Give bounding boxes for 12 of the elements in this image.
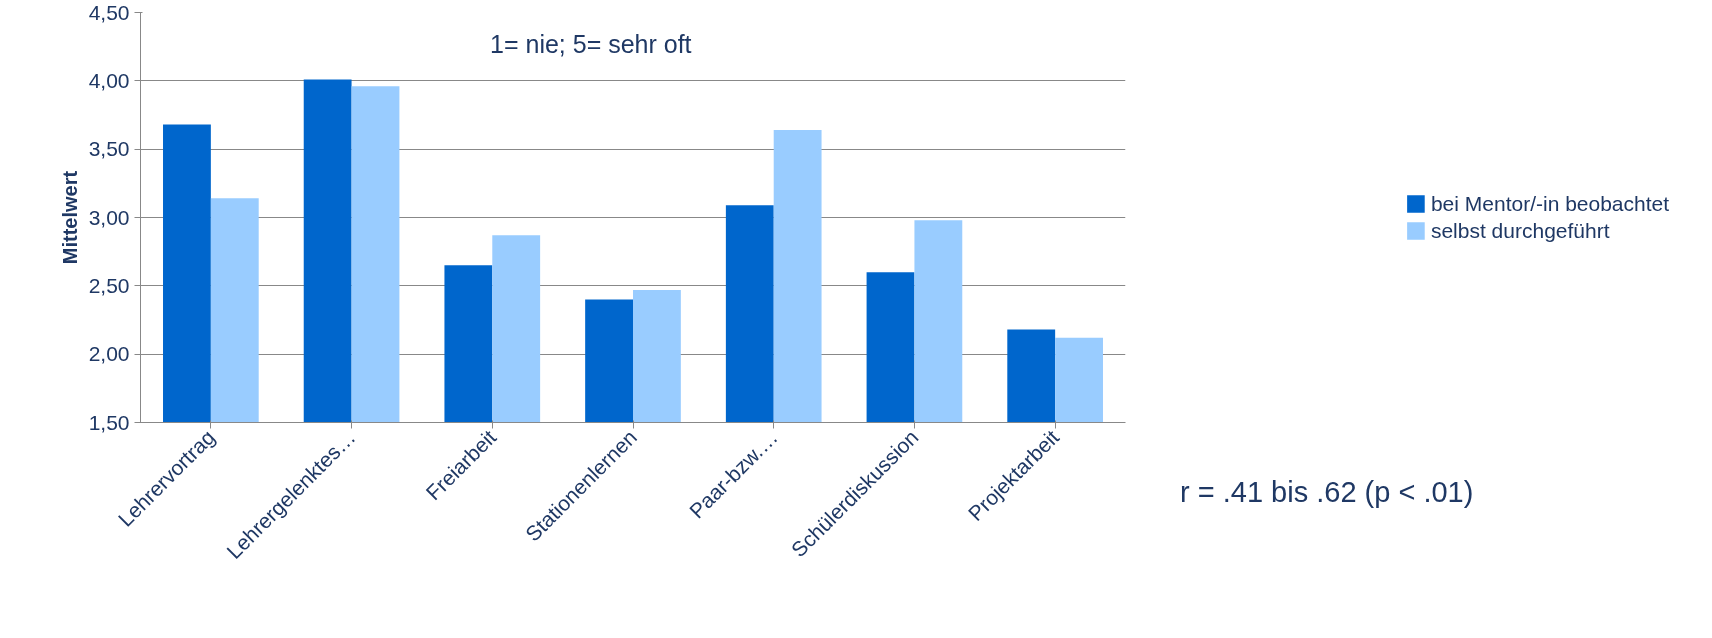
annotation: 1= nie; 5= sehr oft [490,29,692,58]
y-tick-label: 1,50 [88,410,130,434]
y-tick-label: 3,50 [88,137,130,161]
y-tick-label: 3,00 [88,205,130,229]
y-axis-title: Mittelwert [58,170,81,265]
y-tick-label: 4,50 [88,0,130,24]
legend-label: selbst durchgeführt [1430,218,1610,243]
y-tick-label: 4,00 [88,68,130,92]
y-tick-label: 2,00 [88,342,130,366]
legend-label: bei Mentor/-in beobachtet [1430,191,1670,216]
text: r = .41 bis .62 (p < .01) [1180,475,1474,510]
y-tick-label: 2,50 [88,273,130,297]
